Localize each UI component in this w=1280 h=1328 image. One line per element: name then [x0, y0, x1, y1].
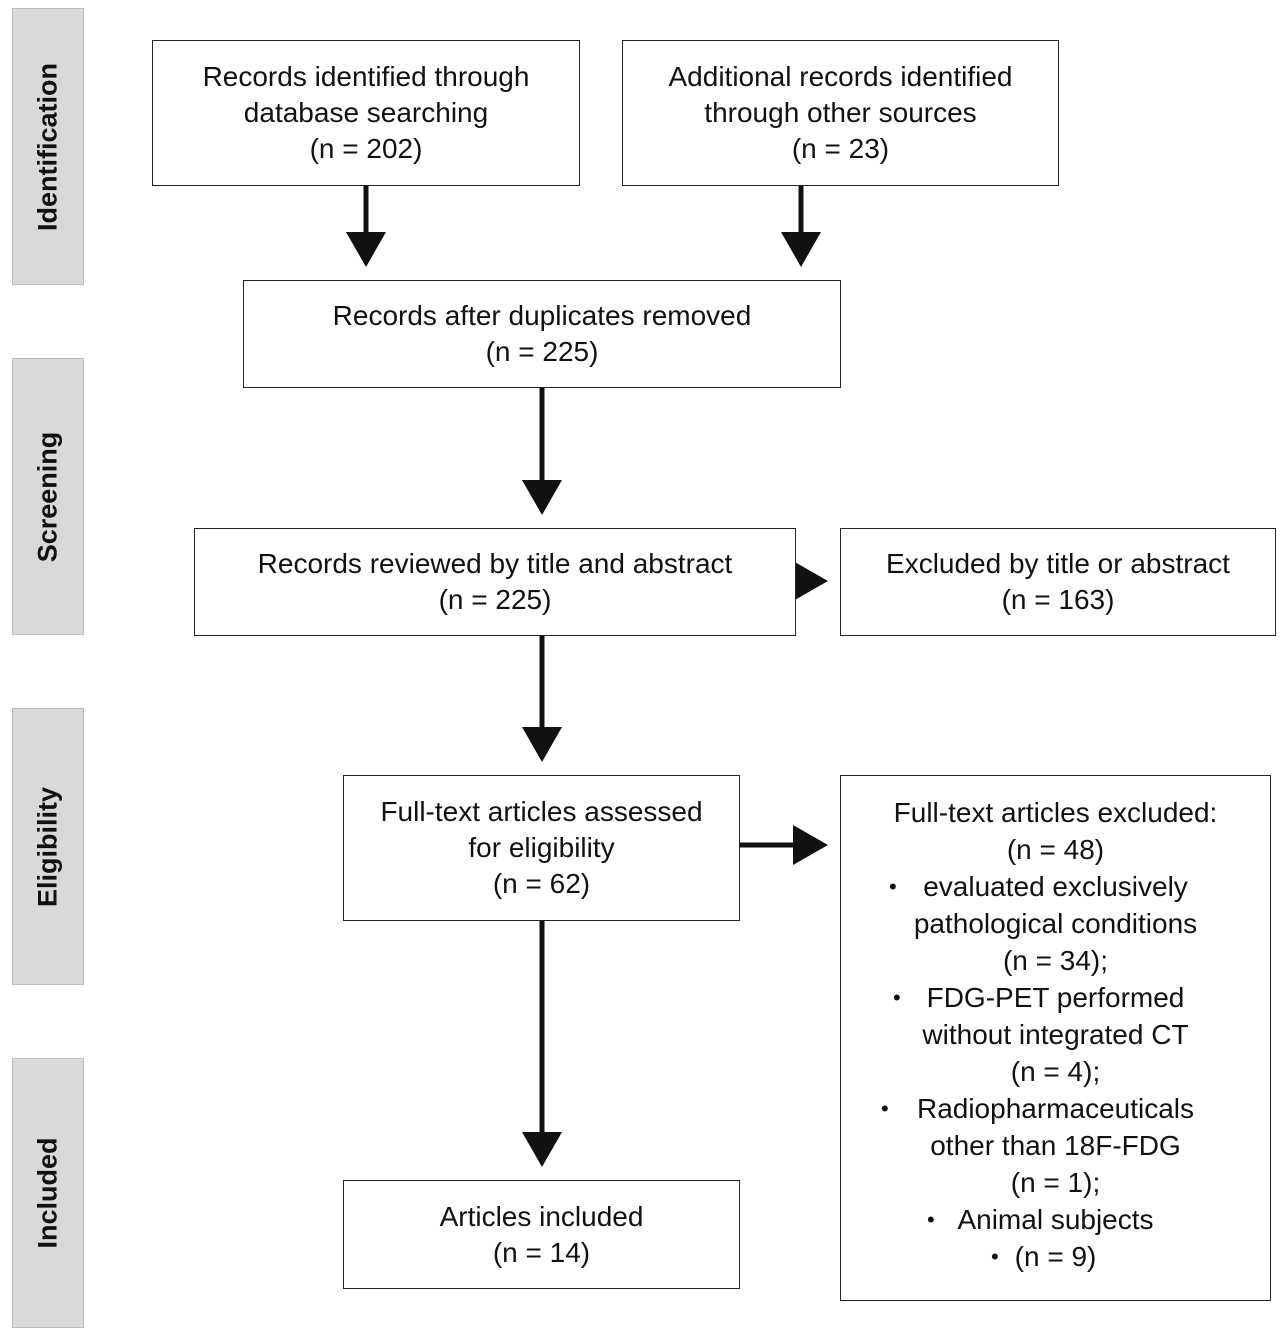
fulltext-excluded-box: Full-text articles excluded: (n = 48) • … — [840, 775, 1271, 1301]
exclusion-reason-1-line1: evaluated exclusively — [841, 868, 1270, 905]
articles-included-count: (n = 14) — [493, 1235, 590, 1271]
database-records-count: (n = 202) — [310, 131, 423, 167]
database-records-box: Records identified through database sear… — [152, 40, 580, 186]
duplicates-removed-line1: Records after duplicates removed — [333, 298, 752, 334]
other-sources-line2: through other sources — [704, 95, 976, 131]
reviewed-line1: Records reviewed by title and abstract — [258, 546, 733, 582]
exclusion-reason-4-line1: Animal subjects — [841, 1201, 1270, 1238]
excluded-title-line1: Excluded by title or abstract — [886, 546, 1230, 582]
other-sources-count: (n = 23) — [792, 131, 889, 167]
fulltext-assessed-line1: Full-text articles assessed — [380, 794, 702, 830]
duplicates-removed-count: (n = 225) — [486, 334, 599, 370]
exclusion-reason-3-line2: other than 18F-FDG — [841, 1127, 1270, 1164]
exclusion-reason-2-line1: FDG-PET performed — [841, 979, 1270, 1016]
duplicates-removed-box: Records after duplicates removed (n = 22… — [243, 280, 841, 388]
reviewed-box: Records reviewed by title and abstract (… — [194, 528, 796, 636]
database-records-line1: Records identified through — [203, 59, 530, 95]
exclusion-reason-5: • (n = 9) — [841, 1238, 1270, 1275]
excluded-title-count: (n = 163) — [1002, 582, 1115, 618]
exclusion-reason-1-count: (n = 34); — [841, 942, 1270, 979]
bullet-marker: • — [889, 868, 897, 905]
articles-included-box: Articles included (n = 14) — [343, 1180, 740, 1289]
other-sources-line1: Additional records identified — [669, 59, 1013, 95]
fulltext-assessed-box: Full-text articles assessed for eligibil… — [343, 775, 740, 921]
fulltext-assessed-count: (n = 62) — [493, 866, 590, 902]
exclusion-reason-2-line2: without integrated CT — [841, 1016, 1270, 1053]
exclusion-reason-1-line2: pathological conditions — [841, 905, 1270, 942]
exclusion-reason-2: • FDG-PET performed without integrated C… — [841, 979, 1270, 1090]
database-records-line2: database searching — [244, 95, 488, 131]
bullet-marker: • — [893, 979, 901, 1016]
fulltext-excluded-count: (n = 48) — [1007, 831, 1104, 868]
articles-included-line1: Articles included — [440, 1199, 644, 1235]
exclusion-reason-5-line1: (n = 9) — [841, 1238, 1270, 1275]
exclusion-reason-1: • evaluated exclusively pathological con… — [841, 868, 1270, 979]
fulltext-excluded-heading: Full-text articles excluded: — [894, 794, 1218, 831]
bullet-marker: • — [927, 1201, 935, 1238]
bullet-marker: • — [881, 1090, 889, 1127]
exclusion-reason-3: • Radiopharmaceuticals other than 18F-FD… — [841, 1090, 1270, 1201]
fulltext-assessed-line2: for eligibility — [468, 830, 614, 866]
exclusion-reason-3-line1: Radiopharmaceuticals — [841, 1090, 1270, 1127]
exclusion-reason-2-count: (n = 4); — [841, 1053, 1270, 1090]
reviewed-count: (n = 225) — [439, 582, 552, 618]
bullet-marker: • — [991, 1238, 999, 1275]
excluded-title-box: Excluded by title or abstract (n = 163) — [840, 528, 1276, 636]
exclusion-reason-3-count: (n = 1); — [841, 1164, 1270, 1201]
other-sources-box: Additional records identified through ot… — [622, 40, 1059, 186]
exclusion-reason-4: • Animal subjects — [841, 1201, 1270, 1238]
